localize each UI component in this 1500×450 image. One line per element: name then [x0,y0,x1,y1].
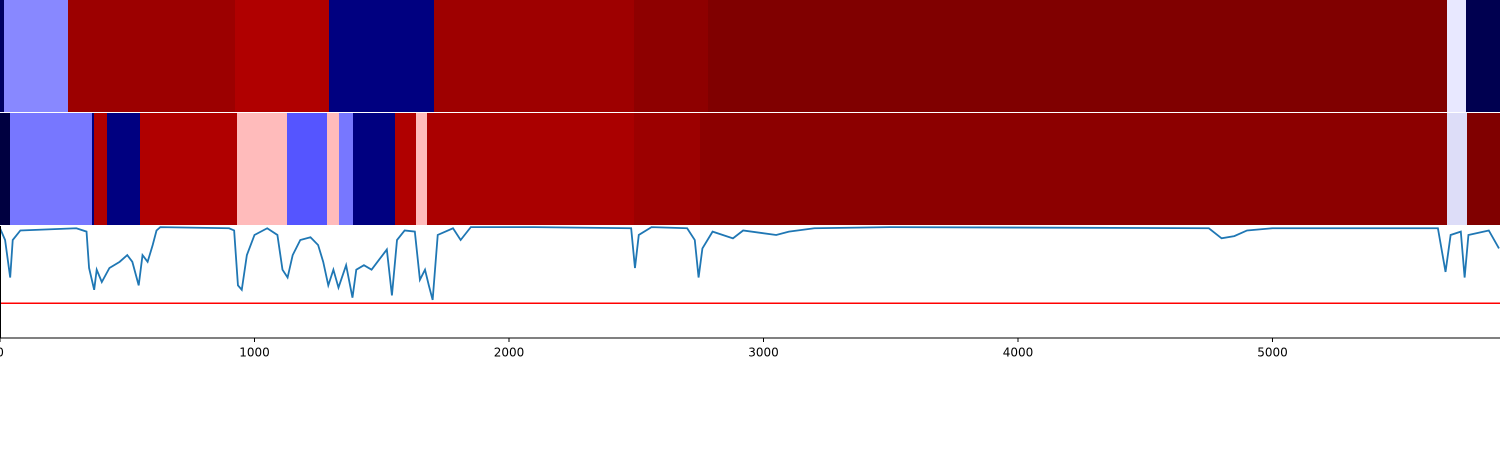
strip-segment [0,113,10,225]
strip-segment [9,113,92,225]
strip-segment [416,113,428,225]
x-tick-label: 0 [0,346,4,360]
strip-segment [67,0,235,112]
strip-segment [106,113,140,225]
strip-segment [633,0,709,112]
x-tick-label: 1000 [239,346,270,360]
strip-segment [1447,113,1467,225]
strip-segment [708,0,1448,112]
strip-segment [699,113,1448,225]
strip-segment [91,113,94,225]
x-tick-label: 4000 [1003,346,1034,360]
strip-segment [329,0,434,112]
strip-segment [1447,0,1466,112]
strip-segment [139,113,237,225]
strip-segment [433,0,634,112]
strip-segment [0,0,5,112]
strip-segment [352,113,395,225]
strip-segment [427,113,634,225]
strip-segment [234,0,330,112]
strip-segment [394,113,417,225]
strip-segment [338,113,353,225]
x-tick-label: 2000 [494,346,525,360]
strip-segment [236,113,288,225]
strip-segment [93,113,107,225]
strip-segment [1466,113,1500,225]
strip-segment [633,113,700,225]
x-tick-label: 5000 [1257,346,1288,360]
line-series [0,226,1500,301]
strip-segment [4,0,68,112]
strip-segment [327,113,339,225]
x-tick-label: 3000 [748,346,779,360]
strip-segment [287,113,328,225]
strip-segment [1465,0,1500,112]
